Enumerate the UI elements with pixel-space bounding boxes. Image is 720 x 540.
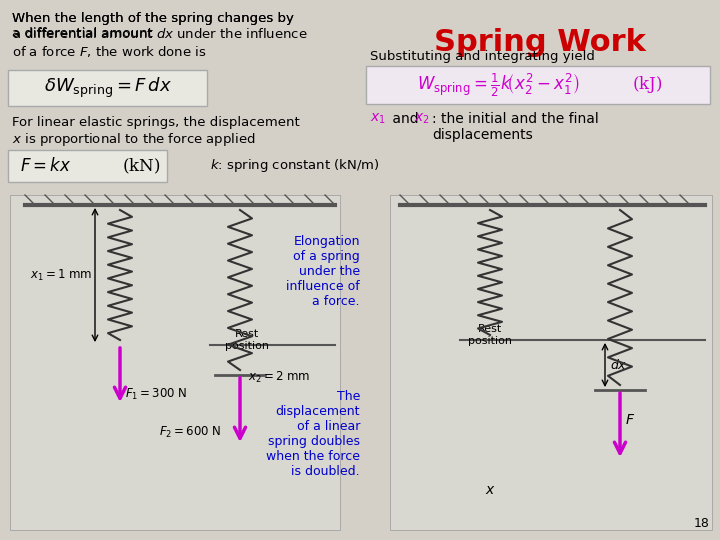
Bar xyxy=(390,195,712,530)
Text: $dx$: $dx$ xyxy=(610,358,627,372)
Text: $F = kx$          (kN): $F = kx$ (kN) xyxy=(19,156,161,176)
Text: $x$: $x$ xyxy=(485,483,495,497)
Text: $x_1 = 1$ mm: $x_1 = 1$ mm xyxy=(30,267,92,282)
Text: $k$: spring constant (kN/m): $k$: spring constant (kN/m) xyxy=(210,158,379,174)
Text: $\delta W_{\rm spring} = F\,dx$: $\delta W_{\rm spring} = F\,dx$ xyxy=(44,76,172,100)
Bar xyxy=(10,195,340,530)
Text: $F$: $F$ xyxy=(625,413,635,427)
Text: : the initial and the final
displacements: : the initial and the final displacement… xyxy=(432,112,599,142)
Text: $F_1 = 300$ N: $F_1 = 300$ N xyxy=(125,387,187,402)
Text: and: and xyxy=(388,112,423,126)
Text: Spring Work: Spring Work xyxy=(434,28,646,57)
Text: $x_1$: $x_1$ xyxy=(370,112,386,126)
Text: $x_2$: $x_2$ xyxy=(414,112,430,126)
Text: Rest: Rest xyxy=(235,329,259,339)
Text: $x_2 = 2$ mm: $x_2 = 2$ mm xyxy=(248,370,310,385)
Text: Rest: Rest xyxy=(478,324,502,334)
Text: 18: 18 xyxy=(694,517,710,530)
Text: When the length of the spring changes by
a differential amount: When the length of the spring changes by… xyxy=(12,12,294,40)
Text: For linear elastic springs, the displacement
$x$ is proportional to the force ap: For linear elastic springs, the displace… xyxy=(12,116,300,148)
FancyBboxPatch shape xyxy=(366,66,710,104)
Text: Substituting and integrating yield: Substituting and integrating yield xyxy=(370,50,595,63)
Text: position: position xyxy=(225,341,269,351)
FancyBboxPatch shape xyxy=(8,70,207,106)
Text: Elongation
of a spring
under the
influence of
a force.: Elongation of a spring under the influen… xyxy=(287,235,360,308)
Text: When the length of the spring changes by
a differential amount $dx$ under the in: When the length of the spring changes by… xyxy=(12,12,307,59)
Text: The
displacement
of a linear
spring doubles
when the force
is doubled.: The displacement of a linear spring doub… xyxy=(266,390,360,478)
FancyBboxPatch shape xyxy=(8,150,167,182)
Text: position: position xyxy=(468,336,512,346)
Text: $W_{\rm spring} = \frac{1}{2}k\!\left(x_2^2 - x_1^2\right)$          (kJ): $W_{\rm spring} = \frac{1}{2}k\!\left(x_… xyxy=(417,71,663,99)
Text: $F_2 = 600$ N: $F_2 = 600$ N xyxy=(158,425,221,440)
